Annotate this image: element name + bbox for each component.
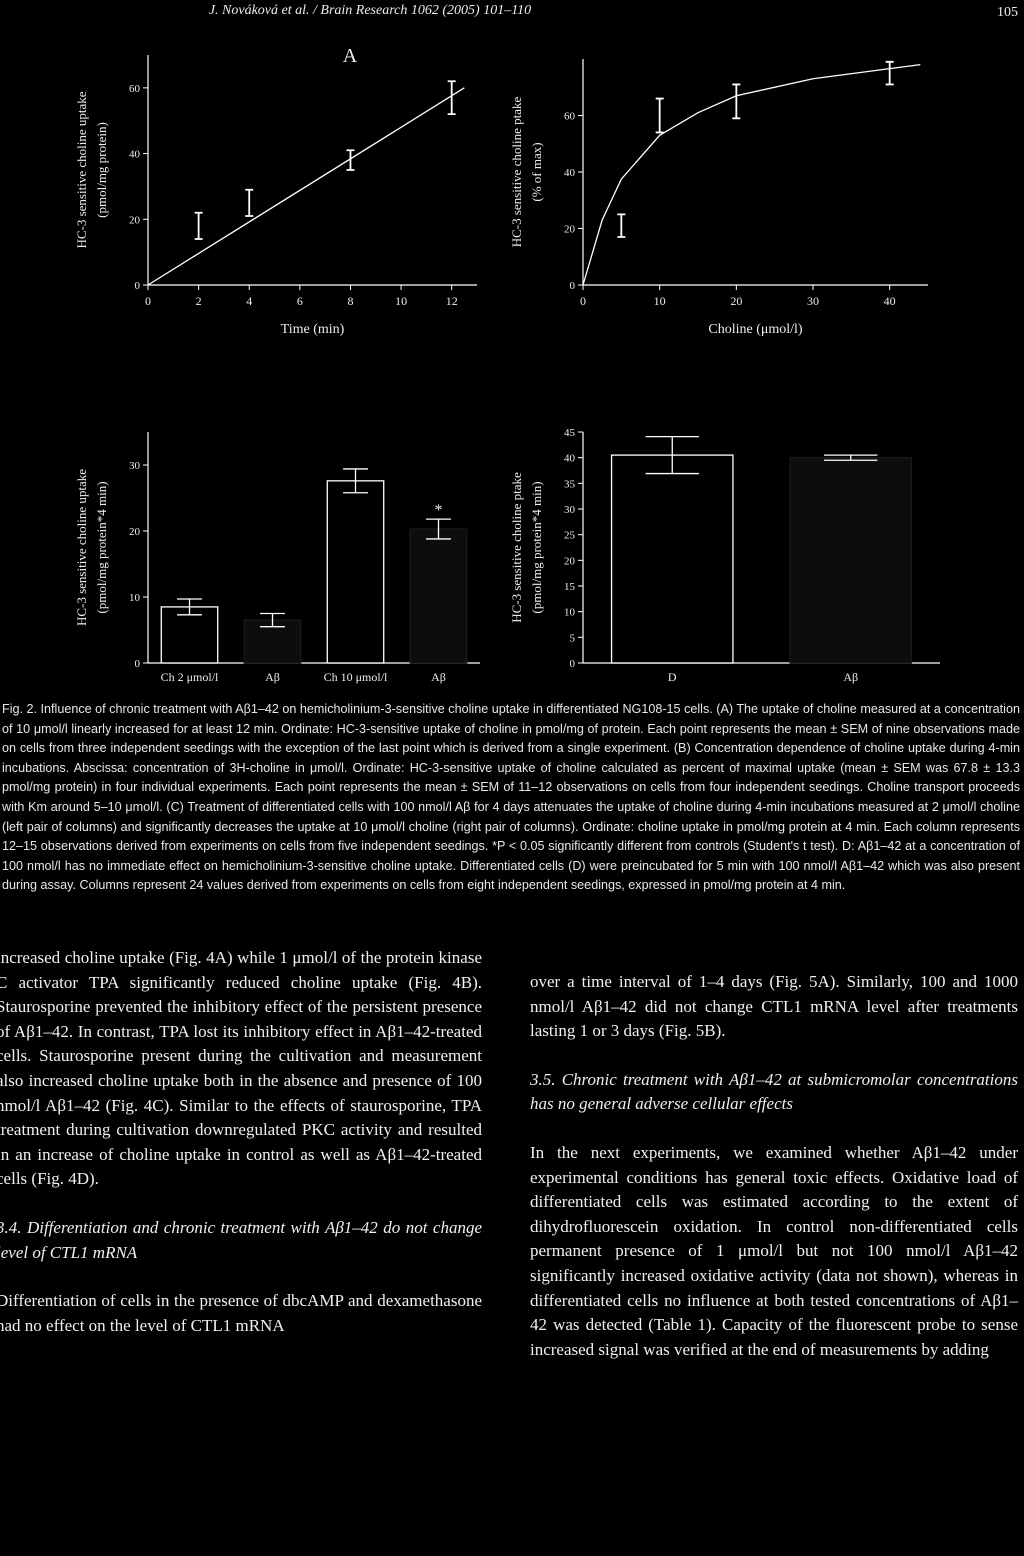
paragraph: increased choline uptake (Fig. 4A) while… [0,948,482,1189]
error-bar [655,97,664,134]
x-tick-label: 6 [297,294,303,308]
x-axis-label: Choline (μmol/l) [708,322,803,337]
x-tick-label: 0 [580,294,586,308]
y-tick-label: 20 [129,526,141,538]
paragraph: Differentiation of cells in the presence… [0,1291,482,1335]
y-axis-label: (pmol/mg protein*4 min) [94,481,109,613]
x-tick-label: 10 [654,294,666,308]
x-tick-label: 30 [807,294,819,308]
x-tick-label: 2 [196,294,202,308]
figure: J. Nováková et al. / Brain Research 1062… [74,3,1018,684]
running-header: J. Nováková et al. / Brain Research 1062… [209,3,531,18]
section-heading: 3.5. Chronic treatment with Aβ1–42 at su… [530,1069,1018,1114]
y-tick-label: 15 [564,581,576,593]
fit-line [147,87,465,286]
y-axis-label: (pmol/mg protein) [94,122,109,218]
error-bar [426,518,451,540]
page-number: 105 [997,5,1018,20]
x-tick-label: Aβ [265,670,280,684]
y-tick-label: 20 [564,224,576,236]
y-tick-label: 60 [129,83,141,95]
error-bar [645,435,699,475]
error-bar [732,83,741,120]
y-tick-label: 35 [564,478,576,490]
error-bar [346,149,355,171]
y-axis-label: HC-3 sensitive choline ptake [509,97,524,248]
y-axis-label: (pmol/mg protein*4 min) [529,481,544,613]
y-tick-label: 40 [564,167,576,179]
y-tick-label: 30 [129,460,141,472]
fit-line [582,64,921,286]
y-tick-label: 30 [564,504,576,516]
x-tick-label: Ch 2 μmol/l [161,670,219,684]
error-bar [194,211,203,240]
y-tick-label: 60 [564,111,576,123]
paragraph: In the next experiments, we examined whe… [530,1142,1018,1359]
significance-marker: * [435,502,443,519]
y-tick-label: 25 [564,530,576,542]
x-tick-label: 8 [347,294,353,308]
error-bar [824,454,878,461]
y-tick-label: 0 [135,280,141,292]
y-tick-label: 0 [570,280,576,292]
error-bar [177,598,202,616]
error-bar [245,188,254,217]
bar [789,457,913,664]
x-tick-label: 10 [395,294,407,308]
y-tick-label: 0 [570,658,576,670]
x-tick-label: D [668,670,677,684]
left-column: increased choline uptake (Fig. 4A) while… [0,946,482,1362]
right-column: over a time interval of 1–4 days (Fig. 5… [530,970,1018,1386]
y-tick-label: 10 [564,607,576,619]
x-tick-label: 0 [145,294,151,308]
bar [409,528,468,664]
error-bar [885,60,894,86]
panel-label: A [343,45,358,67]
y-tick-label: 5 [570,632,576,644]
x-tick-label: 12 [446,294,458,308]
error-bar [343,468,368,494]
error-bar [260,612,285,628]
figure-caption: Fig. 2. Influence of chronic treatment w… [2,702,1021,893]
error-bar [617,213,626,238]
x-tick-label: 4 [246,294,252,308]
x-tick-label: Aβ [431,670,446,684]
error-bar [447,80,456,116]
y-tick-label: 40 [129,149,141,161]
y-axis-label: HC-3 sensitive choline uptake [74,469,89,626]
bar [160,606,219,664]
y-axis-label: (% of max) [529,142,544,201]
y-tick-label: 0 [135,658,141,670]
y-tick-label: 40 [564,453,576,465]
y-tick-label: 45 [564,427,576,439]
x-axis-label: Time (min) [281,322,345,337]
x-tick-label: Ch 10 μmol/l [324,670,388,684]
x-tick-label: 20 [730,294,742,308]
y-axis-label: HC-3 sensitive choline uptake [74,91,89,248]
paragraph: over a time interval of 1–4 days (Fig. 5… [530,972,1018,1041]
y-axis-label: HC-3 sensitive choline ptake [509,472,524,623]
section-heading: 3.4. Differentiation and chronic treatme… [0,1217,482,1262]
y-tick-label: 20 [129,214,141,226]
y-tick-label: 20 [564,555,576,567]
bar [326,480,385,664]
bar [610,454,734,664]
x-tick-label: 40 [884,294,896,308]
y-tick-label: 10 [129,592,141,604]
x-tick-label: Aβ [843,670,858,684]
